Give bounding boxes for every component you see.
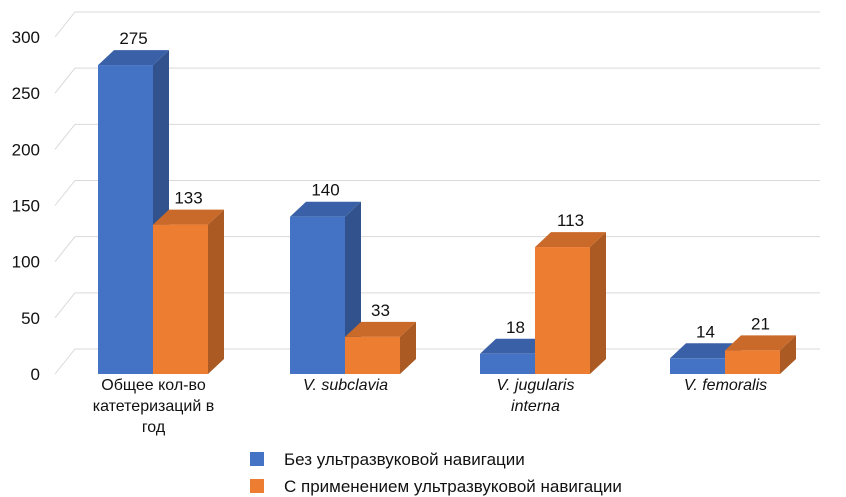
bar — [535, 232, 606, 374]
grid-line — [54, 180, 820, 206]
value-label: 133 — [174, 189, 202, 208]
legend-label: С применением ультразвуковой навигации — [284, 477, 622, 496]
legend-label: Без ультразвуковой навигации — [284, 450, 525, 469]
legend-swatch — [250, 479, 264, 493]
value-label: 140 — [311, 181, 339, 200]
grid-line — [54, 67, 820, 94]
bar — [153, 209, 224, 374]
value-label: 14 — [696, 322, 715, 341]
bar-top — [98, 50, 169, 66]
bar-side — [780, 335, 796, 374]
x-tick-label: V. femoralis — [683, 377, 768, 394]
bar-front — [480, 353, 535, 374]
bar-front — [98, 65, 153, 374]
value-label: 113 — [557, 211, 584, 230]
x-tick-label: V. jugularis interna — [496, 377, 575, 415]
bar-top — [670, 343, 741, 359]
bar-top — [480, 338, 551, 354]
bar-side — [400, 321, 416, 374]
grid-line — [54, 11, 820, 38]
y-tick-label: 0 — [31, 365, 40, 384]
bar-top — [535, 232, 606, 248]
bar-front — [670, 358, 725, 374]
y-tick-label: 250 — [12, 84, 40, 103]
x-tick-label: Общее кол-во катетеризаций в год — [92, 377, 215, 436]
y-tick-label: 300 — [12, 28, 40, 47]
value-label: 18 — [506, 318, 525, 337]
bar-top — [725, 335, 796, 351]
value-label: 21 — [751, 314, 770, 333]
x-tick-label: V. subclavia — [302, 377, 389, 394]
bar-top — [153, 209, 224, 225]
bar — [345, 321, 416, 374]
bar-front — [345, 336, 400, 374]
bar — [725, 335, 796, 374]
legend-entry: С применением ультразвуковой навигации — [250, 477, 622, 497]
bar-front — [290, 216, 345, 374]
legend-swatch — [250, 452, 264, 466]
value-label: 275 — [119, 29, 147, 48]
bar-front — [535, 247, 590, 374]
bar-side — [590, 232, 606, 374]
bar-front — [153, 224, 208, 374]
legend-entry: Без ультразвуковой навигации — [250, 450, 525, 470]
y-tick-label: 100 — [12, 253, 40, 272]
grid-line — [54, 123, 820, 150]
value-label: 33 — [371, 301, 390, 320]
bar-top — [290, 201, 361, 217]
y-tick-label: 200 — [12, 140, 40, 159]
bar-side — [208, 209, 224, 374]
y-tick-label: 150 — [12, 197, 40, 216]
y-tick-label: 50 — [21, 309, 40, 328]
bar-top — [345, 321, 416, 337]
bar-front — [725, 350, 780, 374]
